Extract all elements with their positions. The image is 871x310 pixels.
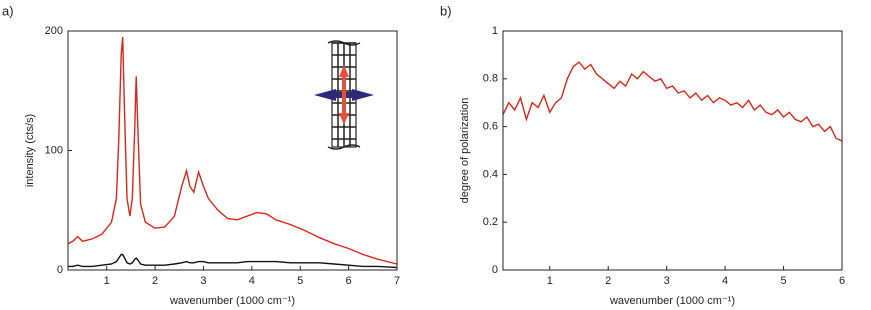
data-line [68,253,398,269]
plot-frame [502,30,843,271]
y-axis-label: intensity (cts/s) [24,114,36,187]
x-tick-label: 2 [605,275,611,287]
x-axis-label: wavenumber (1000 cm⁻¹) [169,295,295,307]
x-tick-label: 4 [722,275,728,287]
y-tick-label: 0.2 [483,216,498,228]
y-tick-label: 0 [57,264,63,276]
data-line [502,61,843,142]
panel: b) 0 0.2 0.4 0.6 0.8 1 1 2 3 4 5 6 wavenumber (1000 c… [440,3,845,306]
y-tick-label: 0.8 [483,73,498,85]
y-axis-label: degree of polarization [459,98,471,204]
x-axis-label: wavenumber (1000 cm⁻¹) [609,295,735,307]
panel-label: b) [440,3,452,18]
y-tick-label: 0.6 [483,121,498,133]
y-tick-label: 200 [45,25,63,37]
x-tick-label: 3 [664,275,670,287]
panel: a) 0 100 200 1 2 3 4 5 6 7 wavenumber (1000 cm⁻¹) in… [2,3,400,306]
y-tick-label: 1 [492,25,498,37]
x-tick-label: 6 [839,275,845,287]
x-tick-label: 5 [297,275,303,287]
y-tick-label: 0 [492,264,498,276]
x-tick-label: 7 [394,275,400,287]
x-tick-label: 5 [780,275,786,287]
x-tick-label: 4 [249,275,255,287]
x-tick-label: 1 [104,275,110,287]
ribbon-inset [314,40,374,150]
y-tick-label: 0.4 [483,168,498,180]
y-tick-label: 100 [45,144,63,156]
x-tick-label: 6 [346,275,352,287]
x-tick-label: 3 [200,275,206,287]
x-tick-label: 2 [152,275,158,287]
data-line [67,36,398,265]
x-tick-label: 1 [547,275,553,287]
panel-label: a) [2,3,14,18]
